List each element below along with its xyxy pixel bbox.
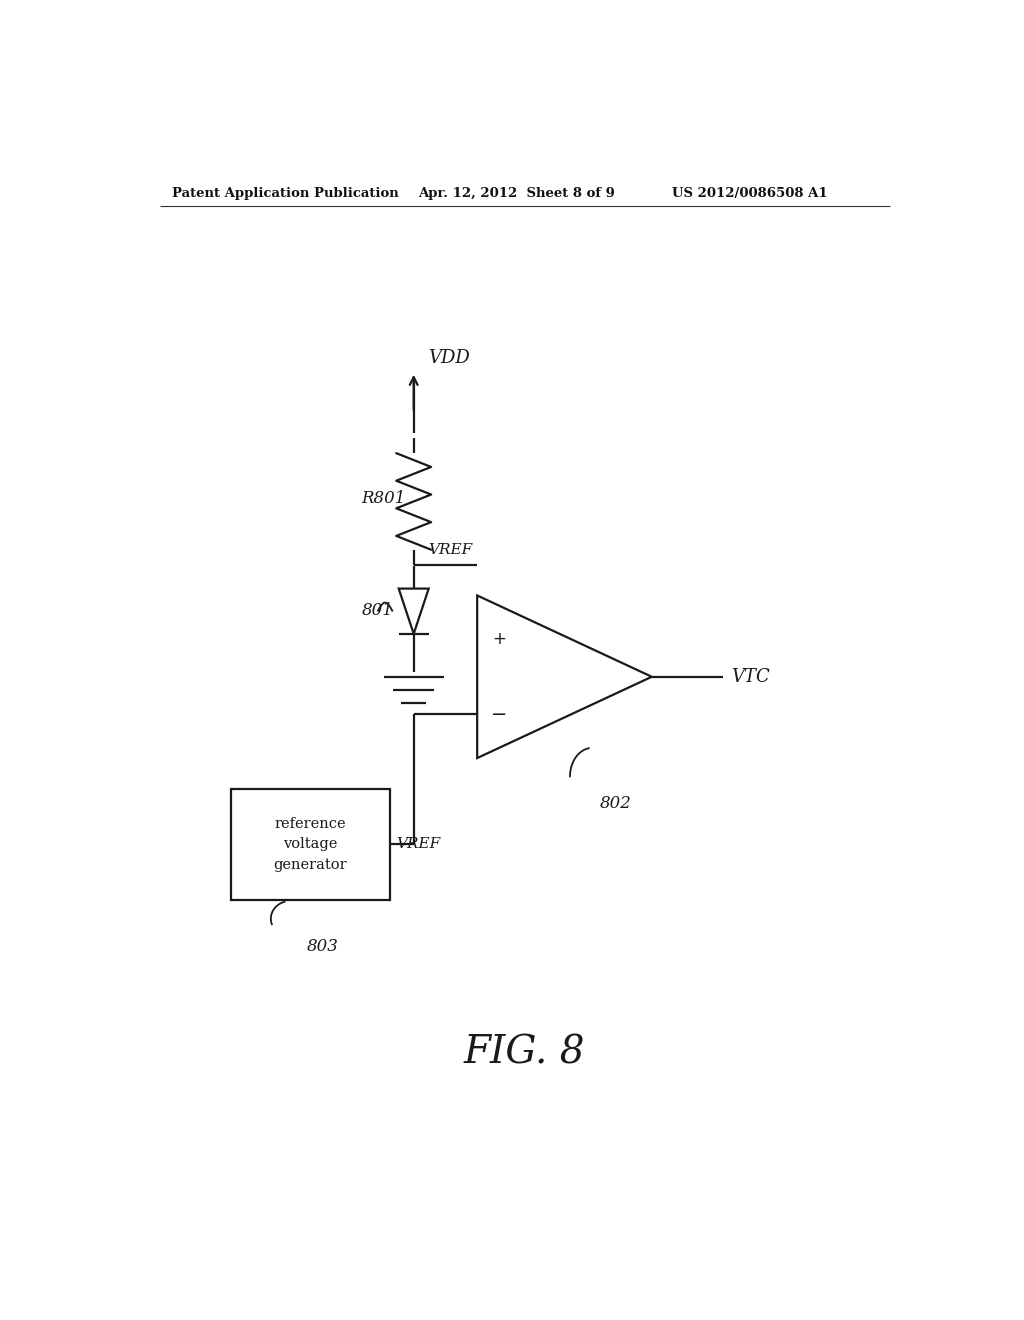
Text: −: − — [492, 705, 508, 723]
Text: +: + — [493, 631, 506, 648]
Text: US 2012/0086508 A1: US 2012/0086508 A1 — [672, 187, 827, 201]
Text: FIG. 8: FIG. 8 — [464, 1035, 586, 1072]
Text: VREF: VREF — [396, 837, 440, 851]
Text: reference
voltage
generator: reference voltage generator — [273, 817, 347, 873]
Text: VTC: VTC — [731, 668, 770, 686]
Text: R801: R801 — [361, 491, 406, 507]
Text: VDD: VDD — [428, 348, 470, 367]
Text: VREF: VREF — [428, 543, 472, 557]
Text: 802: 802 — [600, 796, 632, 812]
Text: Apr. 12, 2012  Sheet 8 of 9: Apr. 12, 2012 Sheet 8 of 9 — [418, 187, 614, 201]
Text: Patent Application Publication: Patent Application Publication — [172, 187, 398, 201]
Text: 801: 801 — [361, 602, 394, 619]
FancyBboxPatch shape — [231, 788, 390, 900]
Text: 803: 803 — [306, 937, 339, 954]
